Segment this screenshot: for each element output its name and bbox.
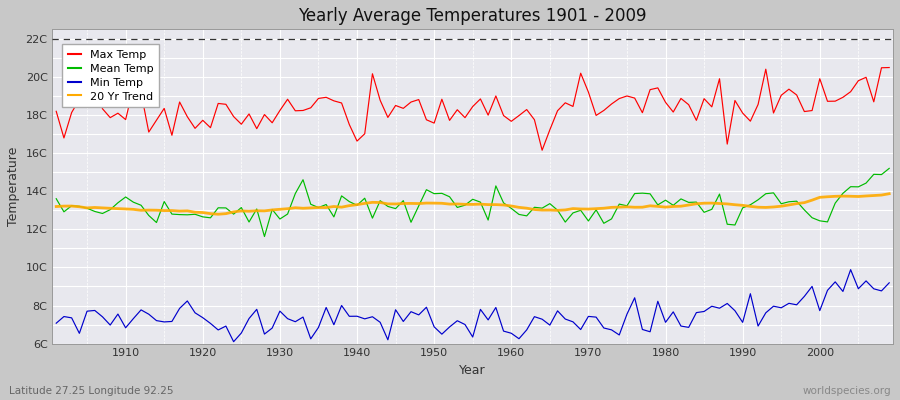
Y-axis label: Temperature: Temperature — [7, 147, 20, 226]
Text: Latitude 27.25 Longitude 92.25: Latitude 27.25 Longitude 92.25 — [9, 386, 174, 396]
Legend: Max Temp, Mean Temp, Min Temp, 20 Yr Trend: Max Temp, Mean Temp, Min Temp, 20 Yr Tre… — [62, 44, 159, 107]
Title: Yearly Average Temperatures 1901 - 2009: Yearly Average Temperatures 1901 - 2009 — [299, 7, 647, 25]
Text: worldspecies.org: worldspecies.org — [803, 386, 891, 396]
X-axis label: Year: Year — [459, 364, 486, 377]
